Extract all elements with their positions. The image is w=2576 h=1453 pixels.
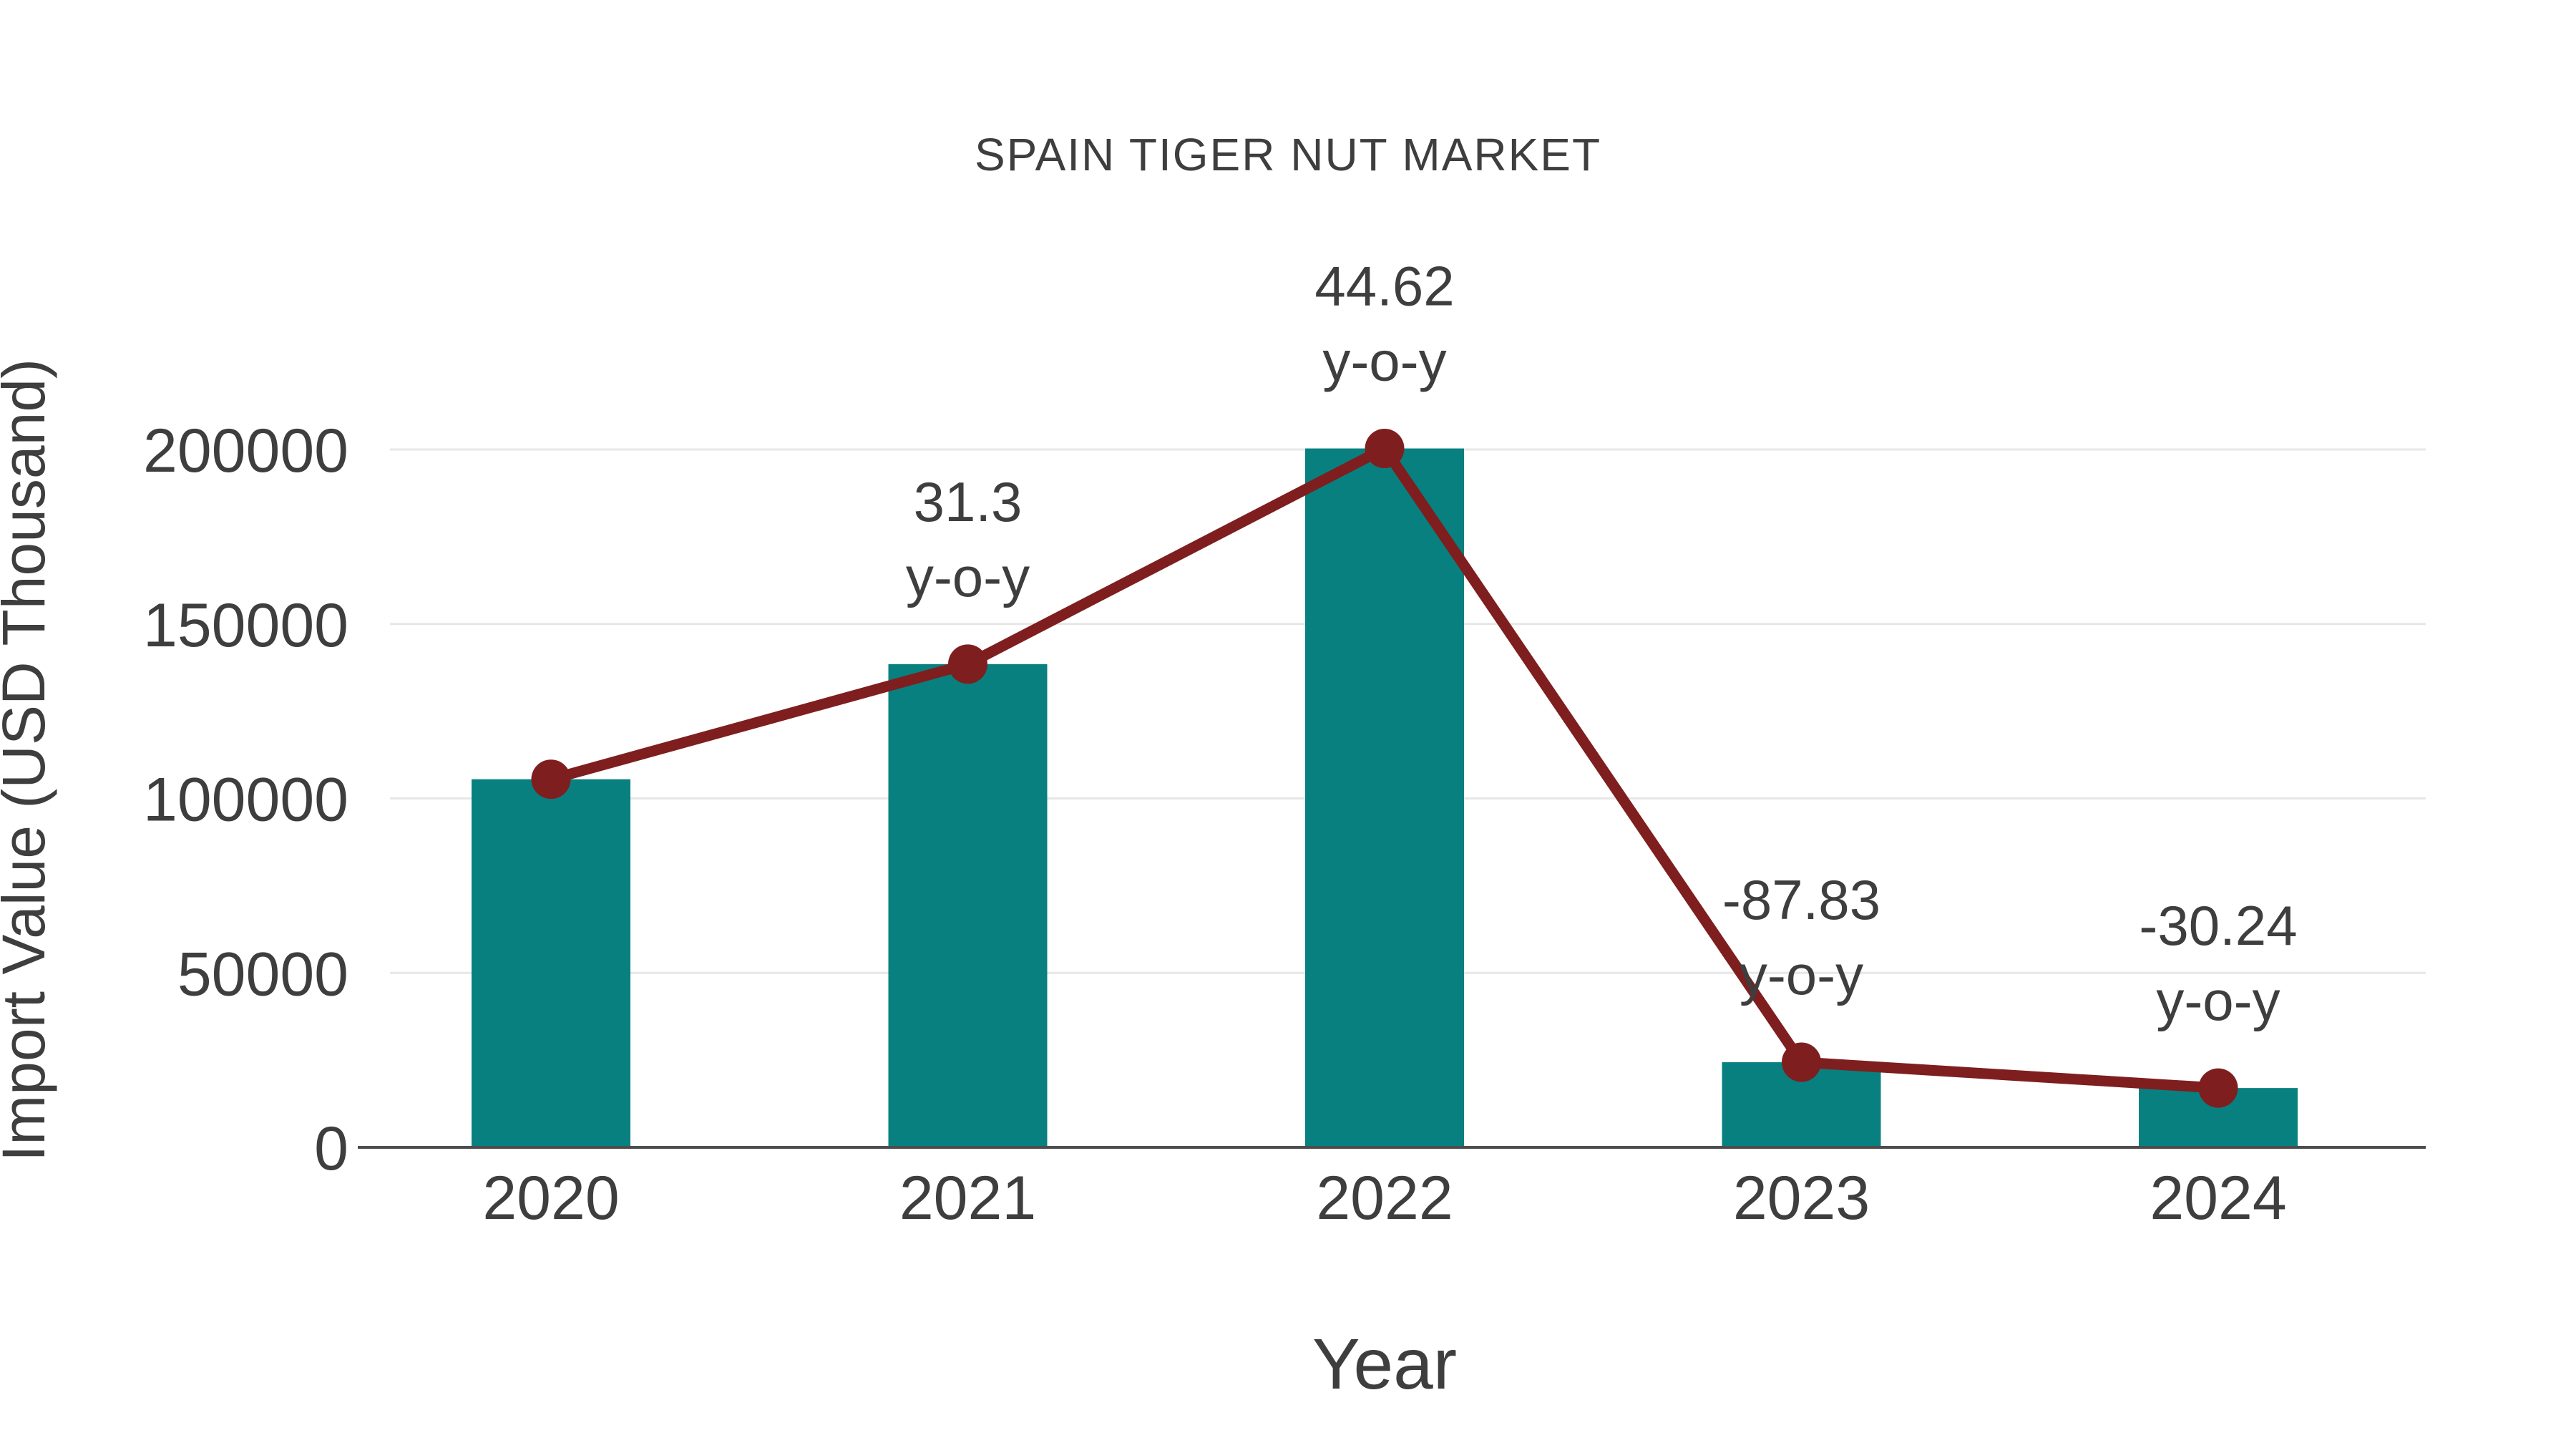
bar-2021	[888, 664, 1048, 1147]
y-tick-label-100000: 100000	[143, 766, 348, 835]
annotation-suffix-2021: y-o-y	[906, 545, 1030, 608]
trend-marker-2022	[1365, 429, 1405, 469]
trend-marker-2024	[2198, 1068, 2238, 1108]
bars-layer	[472, 448, 2298, 1147]
annotation-value-2023: -87.83	[1722, 868, 1880, 931]
bar-2020	[472, 779, 630, 1147]
x-tick-label-2024: 2024	[2150, 1164, 2286, 1233]
x-tick-label-2023: 2023	[1733, 1164, 1870, 1233]
y-tick-label-150000: 150000	[143, 591, 348, 660]
trend-marker-2020	[531, 759, 571, 800]
x-tick-label-2022: 2022	[1316, 1164, 1453, 1233]
annotation-value-2021: 31.3	[914, 470, 1023, 533]
annotation-suffix-2023: y-o-y	[1740, 943, 1863, 1006]
bar-2022	[1305, 448, 1464, 1147]
y-tick-label-200000: 200000	[143, 417, 348, 485]
annotation-value-2022: 44.62	[1314, 255, 1454, 318]
y-tick-labels-layer: 0 50000 100000 150000 200000	[143, 417, 348, 1183]
annotation-suffix-2024: y-o-y	[2156, 969, 2280, 1032]
y-tick-label-50000: 50000	[177, 940, 348, 1009]
x-tick-label-2021: 2021	[899, 1164, 1036, 1233]
chart-title: SPAIN TIGER NUT MARKET	[975, 129, 1601, 180]
annotation-suffix-2022: y-o-y	[1322, 330, 1446, 393]
annotations-layer: 31.3 y-o-y 44.62 y-o-y -87.83 y-o-y -30.24 y-o-…	[906, 255, 2298, 1033]
y-axis-label: Import Value (USD Thousand)	[0, 359, 57, 1162]
trend-marker-2023	[1782, 1042, 1821, 1082]
x-axis-label: Year	[1312, 1324, 1457, 1404]
annotation-value-2024: -30.24	[2139, 894, 2297, 957]
x-tick-labels-layer: 2020 2021 2022 2023 2024	[482, 1164, 2286, 1233]
trend-marker-2021	[948, 644, 987, 684]
x-tick-label-2020: 2020	[482, 1164, 619, 1233]
trend-line-layer	[531, 429, 2238, 1108]
y-tick-label-0: 0	[314, 1114, 348, 1183]
